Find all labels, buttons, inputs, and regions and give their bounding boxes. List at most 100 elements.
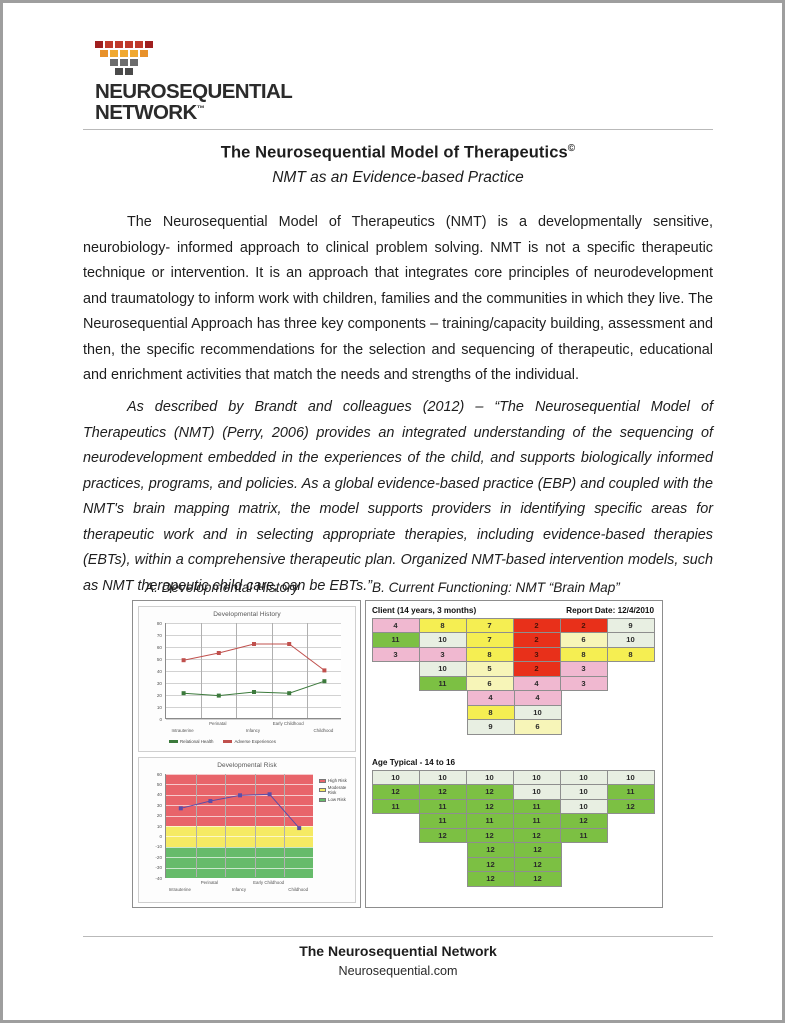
chart-2-title: Developmental Risk: [217, 762, 277, 769]
x-axis-tick: Early Childhood: [253, 880, 285, 885]
category-divider: [201, 623, 203, 718]
brain-map-cell: 12: [465, 784, 514, 800]
y-axis-tick: 0: [159, 716, 162, 722]
brain-map-cell: 7: [465, 632, 514, 648]
brain-map-cell: 3: [559, 661, 608, 677]
gridline: [166, 647, 341, 648]
brain-map-row: 11 11 11 12: [372, 813, 654, 829]
y-axis-tick: 30: [156, 802, 162, 808]
brain-map-row: 11 6 4 3: [372, 675, 654, 691]
age-typical-brain-map-grid: 10 10 10 10 10 10 12 12 12 10 10 11 11 11 12 11 10 12 11 11…: [371, 769, 655, 887]
legend-label: Moderate Risk: [327, 785, 347, 795]
brain-map-spacer: [372, 828, 420, 844]
logo-triangle-icon: [95, 41, 157, 77]
chart-developmental-history: Developmental History 0 10 20 30 40 50 60 70 80 I…: [138, 606, 356, 752]
brain-map-cell: 3: [512, 646, 561, 662]
brain-map-cell: 9: [606, 617, 655, 633]
brain-map-cell: 8: [606, 646, 655, 662]
logo-square: [105, 41, 113, 48]
legend-swatch: [223, 740, 233, 743]
legend-item: Moderate Risk: [319, 785, 355, 795]
brain-map-spacer: [372, 661, 420, 677]
figure-b-frame: Client (14 years, 3 months) Report Date:…: [365, 600, 663, 908]
legend-swatch: [319, 797, 326, 802]
brain-map-cell: 4: [513, 690, 562, 706]
header-divider: [83, 129, 713, 130]
brain-map-cell: 11: [512, 798, 561, 814]
brain-map-cell: 6: [513, 719, 562, 735]
brain-map-cell: 10: [559, 784, 608, 800]
series-layer: [178, 792, 302, 831]
brain-map-cell: 11: [418, 675, 467, 691]
gridline: [166, 671, 341, 672]
x-axis-tick: Infancy: [245, 728, 261, 733]
category-divider: [225, 774, 227, 877]
client-header-label: Client (14 years, 3 months): [372, 606, 477, 615]
x-axis-tick: Childhood: [288, 887, 309, 892]
brain-map-cell: 12: [513, 871, 562, 887]
brain-map-cell: 12: [559, 813, 608, 829]
legend-item: Relational Health: [169, 739, 213, 744]
x-axis-tick: Intrauterine: [171, 728, 194, 733]
gridline: [166, 683, 341, 684]
brain-map-cell: 5: [465, 661, 514, 677]
brain-map-spacer: [372, 813, 420, 829]
series-layer: [181, 642, 327, 698]
brain-map-cell: 11: [418, 813, 467, 829]
brain-map-cell: 3: [371, 646, 420, 662]
brain-map-cell: 10: [465, 769, 514, 785]
y-axis-tick: 80: [156, 620, 162, 626]
brain-map-cell: 12: [606, 798, 655, 814]
brain-map-cell: 10: [418, 661, 467, 677]
logo-square: [125, 41, 133, 48]
gridline: [166, 836, 313, 838]
brain-map-spacer: [372, 842, 468, 858]
age-typical-header-label: Age Typical - 14 to 16: [372, 758, 456, 767]
footer-divider: [83, 936, 713, 937]
category-divider: [284, 774, 286, 877]
brain-map-cell: 8: [466, 704, 515, 720]
x-axis-tick: Intrauterine: [168, 887, 191, 892]
brain-map-cell: 10: [559, 769, 608, 785]
logo-wordmark: NEUROSEQUENTIAL NETWORK™: [95, 81, 365, 124]
y-axis-tick: -30: [155, 865, 162, 871]
brain-map-cell: 6: [465, 675, 514, 691]
y-axis-tick: 30: [156, 680, 162, 686]
brain-map-cell: 2: [512, 661, 561, 677]
legend-item: High Risk: [319, 778, 347, 783]
gridline: [166, 878, 313, 879]
gridline: [166, 857, 313, 859]
brain-map-row: 8 10: [372, 704, 654, 720]
brain-map-cell: 3: [559, 675, 608, 691]
gridline: [166, 784, 313, 786]
brain-map-cell: 8: [559, 646, 608, 662]
x-axis-tick: Early Childhood: [272, 721, 304, 726]
logo-line-2: NETWORK™: [95, 100, 205, 124]
gridline: [166, 623, 341, 624]
legend-item: Low Risk: [319, 797, 346, 802]
brain-map-row: 12 12: [372, 871, 654, 887]
logo-square: [100, 50, 108, 57]
y-axis-tick: 60: [156, 644, 162, 650]
report-date-label: Report Date: 12/4/2010: [566, 606, 654, 615]
brain-map-cell: 4: [466, 690, 515, 706]
brain-map-cell: 9: [466, 719, 515, 735]
brain-map-cell: 12: [466, 856, 515, 872]
gridline: [166, 846, 313, 848]
brain-map-cell: 12: [466, 842, 515, 858]
brain-map-cell: 10: [559, 798, 608, 814]
logo-square: [145, 41, 153, 48]
brain-map-cell: 4: [371, 617, 420, 633]
brain-map-row: 12 12 12 10 10 11: [371, 784, 655, 800]
brain-map-cell: 10: [418, 632, 467, 648]
y-axis-tick: 60: [156, 771, 162, 777]
brain-map-cell: 8: [418, 617, 467, 633]
brain-map-cell: 2: [512, 617, 561, 633]
legend-swatch: [319, 788, 326, 792]
gridline: [166, 774, 313, 775]
legend-label: High Risk: [328, 778, 347, 783]
brain-map-spacer: [372, 690, 468, 706]
